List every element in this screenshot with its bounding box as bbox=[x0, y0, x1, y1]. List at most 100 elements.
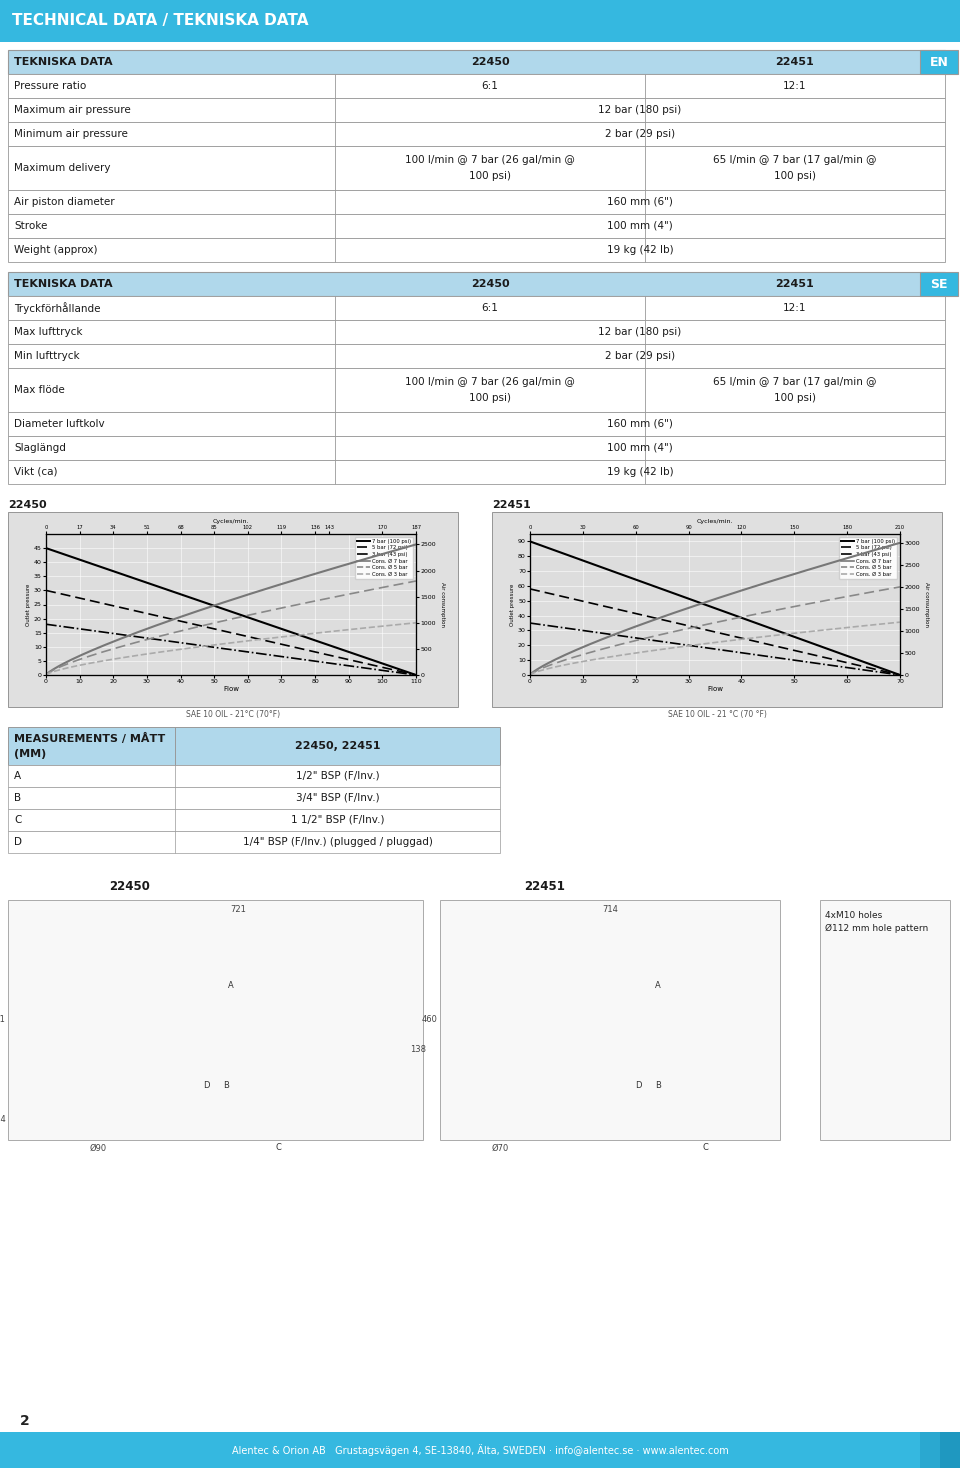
Text: 204: 204 bbox=[0, 1116, 6, 1124]
Text: 1 1/2" BSP (F/Inv.): 1 1/2" BSP (F/Inv.) bbox=[291, 815, 384, 825]
Text: 2: 2 bbox=[20, 1414, 30, 1428]
Text: 714: 714 bbox=[602, 906, 618, 915]
Text: B: B bbox=[223, 1080, 228, 1089]
Bar bbox=[0, 1430, 960, 1431]
Cons. Ø 3 bar bbox=[62, 659, 74, 677]
Text: 22451: 22451 bbox=[776, 57, 814, 68]
Bar bbox=[920, 272, 958, 297]
Text: D: D bbox=[14, 837, 22, 847]
Bar bbox=[8, 831, 500, 853]
Text: EN: EN bbox=[929, 56, 948, 69]
7 bar (100 psi) bbox=[139, 573, 151, 590]
Bar bbox=[8, 189, 945, 214]
Text: 12 bar (180 psi): 12 bar (180 psi) bbox=[598, 327, 682, 338]
Bar bbox=[0, 1431, 960, 1468]
Cons. Ø 3 bar bbox=[139, 646, 151, 664]
Text: C: C bbox=[276, 1144, 281, 1152]
5 bar (72 psi) bbox=[62, 587, 74, 605]
Bar bbox=[8, 297, 945, 320]
Bar bbox=[8, 413, 945, 436]
Text: D: D bbox=[203, 1080, 209, 1089]
Line: Cons. Ø 5 bar: Cons. Ø 5 bar bbox=[46, 581, 416, 675]
Cons. Ø 3 bar bbox=[410, 614, 421, 631]
Text: 100 l/min @ 7 bar (26 gal/min @: 100 l/min @ 7 bar (26 gal/min @ bbox=[405, 377, 575, 388]
Text: A: A bbox=[14, 771, 21, 781]
Text: Tryckförhållande: Tryckförhållande bbox=[14, 302, 101, 314]
Bar bbox=[8, 98, 945, 122]
Bar bbox=[8, 214, 945, 238]
Text: SAE 10 OIL - 21°C (70°F): SAE 10 OIL - 21°C (70°F) bbox=[186, 711, 280, 719]
7 bar (100 psi) bbox=[40, 539, 52, 556]
Text: 160 mm (6"): 160 mm (6") bbox=[607, 418, 673, 429]
Y-axis label: Air consumption: Air consumption bbox=[440, 581, 444, 627]
7 bar (100 psi) bbox=[392, 659, 403, 677]
Text: Diameter luftkolv: Diameter luftkolv bbox=[14, 418, 105, 429]
Text: Ø112 mm hole pattern: Ø112 mm hole pattern bbox=[825, 923, 928, 932]
Cons. Ø 5 bar bbox=[62, 655, 74, 672]
Bar bbox=[492, 512, 942, 708]
Text: 100 mm (4"): 100 mm (4") bbox=[607, 222, 673, 230]
3 bar (43 psi) bbox=[378, 662, 390, 680]
Line: 7 bar (100 psi): 7 bar (100 psi) bbox=[46, 548, 416, 675]
Text: 100 psi): 100 psi) bbox=[774, 393, 816, 402]
5 bar (72 psi) bbox=[410, 666, 421, 684]
Cons. Ø 5 bar bbox=[392, 575, 403, 593]
3 bar (43 psi) bbox=[55, 618, 66, 636]
Text: 22451: 22451 bbox=[492, 501, 531, 509]
Text: Ø70: Ø70 bbox=[492, 1144, 509, 1152]
Text: 22450: 22450 bbox=[470, 279, 510, 289]
Cons. Ø 5 bar bbox=[40, 666, 52, 684]
X-axis label: Cycles/min.: Cycles/min. bbox=[697, 520, 733, 524]
Cons. Ø 5 bar bbox=[378, 578, 390, 596]
Text: Minimum air pressure: Minimum air pressure bbox=[14, 129, 128, 139]
5 bar (72 psi) bbox=[392, 662, 403, 680]
Bar bbox=[8, 344, 945, 368]
Text: 100 psi): 100 psi) bbox=[469, 393, 511, 402]
Cons. Ø 7 bar bbox=[55, 656, 66, 674]
Cons. Ø 7 bar bbox=[40, 666, 52, 684]
Cons. Ø 3 bar bbox=[109, 650, 121, 668]
7 bar (100 psi) bbox=[410, 666, 421, 684]
Cons. Ø 7 bar bbox=[378, 545, 390, 562]
Text: 2 bar (29 psi): 2 bar (29 psi) bbox=[605, 351, 675, 361]
Bar bbox=[8, 238, 945, 261]
Text: Min lufttryck: Min lufttryck bbox=[14, 351, 80, 361]
Text: 6:1: 6:1 bbox=[482, 302, 498, 313]
Text: 138: 138 bbox=[410, 1045, 426, 1054]
Cons. Ø 3 bar bbox=[378, 617, 390, 634]
Text: 22450: 22450 bbox=[470, 57, 510, 68]
Text: 160 mm (6"): 160 mm (6") bbox=[607, 197, 673, 207]
Bar bbox=[900, 1431, 925, 1468]
Text: Alentec & Orion AB   Grustagsvägen 4, SE-13840, Älta, SWEDEN · info@alentec.se ·: Alentec & Orion AB Grustagsvägen 4, SE-1… bbox=[231, 1445, 729, 1456]
Bar bbox=[8, 809, 500, 831]
3 bar (43 psi) bbox=[109, 625, 121, 643]
Legend: 7 bar (100 psi), 5 bar (72 psi), 3 bar (43 psi), Cons. Ø 7 bar, Cons. Ø 5 bar, C: 7 bar (100 psi), 5 bar (72 psi), 3 bar (… bbox=[839, 537, 898, 578]
Bar bbox=[820, 900, 950, 1141]
Y-axis label: Outlet pressure: Outlet pressure bbox=[510, 583, 516, 625]
5 bar (72 psi) bbox=[109, 597, 121, 615]
Bar bbox=[940, 1431, 960, 1468]
Bar bbox=[8, 765, 500, 787]
5 bar (72 psi) bbox=[40, 581, 52, 599]
Cons. Ø 5 bar bbox=[55, 658, 66, 675]
Text: Ø90: Ø90 bbox=[89, 1144, 107, 1152]
7 bar (100 psi) bbox=[62, 548, 74, 565]
Text: 460: 460 bbox=[422, 1016, 438, 1025]
Text: 4xM10 holes: 4xM10 holes bbox=[825, 912, 882, 920]
Text: Air piston diameter: Air piston diameter bbox=[14, 197, 114, 207]
Text: 3/4" BSP (F/Inv.): 3/4" BSP (F/Inv.) bbox=[296, 793, 379, 803]
Text: A: A bbox=[655, 981, 660, 989]
Text: 100 psi): 100 psi) bbox=[774, 170, 816, 181]
Cons. Ø 5 bar bbox=[410, 573, 421, 590]
Bar bbox=[8, 459, 945, 484]
Text: SE: SE bbox=[930, 277, 948, 291]
Text: 1/4" BSP (F/Inv.) (plugged / pluggad): 1/4" BSP (F/Inv.) (plugged / pluggad) bbox=[243, 837, 432, 847]
Line: Cons. Ø 7 bar: Cons. Ø 7 bar bbox=[46, 545, 416, 675]
Text: C: C bbox=[702, 1144, 708, 1152]
Cons. Ø 7 bar bbox=[139, 621, 151, 639]
Text: D: D bbox=[635, 1080, 641, 1089]
Bar bbox=[8, 727, 500, 765]
Cons. Ø 7 bar bbox=[392, 540, 403, 558]
Text: Maximum air pressure: Maximum air pressure bbox=[14, 106, 131, 115]
5 bar (72 psi) bbox=[55, 584, 66, 602]
